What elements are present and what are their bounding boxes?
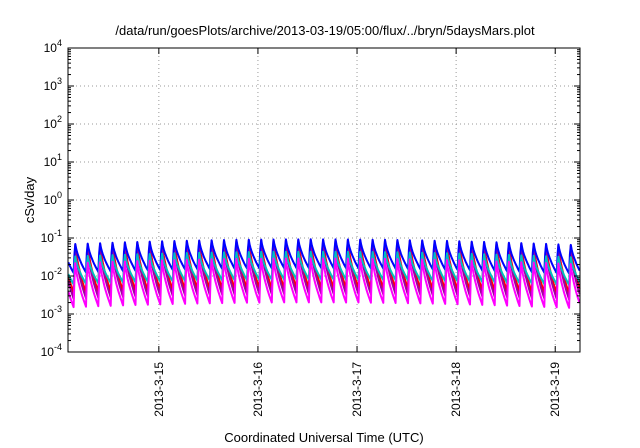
series-lines	[67, 238, 581, 309]
series-line-5	[67, 257, 581, 309]
x-axis-ticks: 2013-3-15 2013-3-16 2013-3-17 2013-3-18 2013…	[152, 48, 562, 417]
y-axis-ticks: 10-4 10-3 10-2 10-1 100 101 102 103 104	[41, 38, 580, 359]
x-tick-label: 2013-3-15	[152, 362, 166, 417]
y-tick-label: 103	[44, 76, 62, 93]
chart-title: /data/run/goesPlots/archive/2013-03-19/0…	[115, 23, 535, 38]
x-tick-label: 2013-3-16	[251, 362, 265, 417]
y-tick-label: 10-4	[41, 342, 62, 359]
y-tick-label: 10-3	[41, 304, 62, 321]
x-tick-label: 2013-3-18	[449, 362, 463, 417]
x-tick-label: 2013-3-17	[350, 362, 364, 417]
grid-lines	[68, 48, 580, 352]
x-tick-label: 2013-3-19	[548, 362, 562, 417]
y-tick-label: 10-2	[41, 266, 62, 283]
y-tick-label: 10-1	[41, 228, 62, 245]
y-tick-label: 104	[44, 38, 62, 55]
y-tick-label: 100	[44, 190, 62, 207]
y-tick-label: 101	[44, 152, 62, 169]
y-axis-label: cSv/day	[22, 176, 37, 223]
y-tick-label: 102	[44, 114, 62, 131]
x-axis-label: Coordinated Universal Time (UTC)	[224, 430, 423, 445]
